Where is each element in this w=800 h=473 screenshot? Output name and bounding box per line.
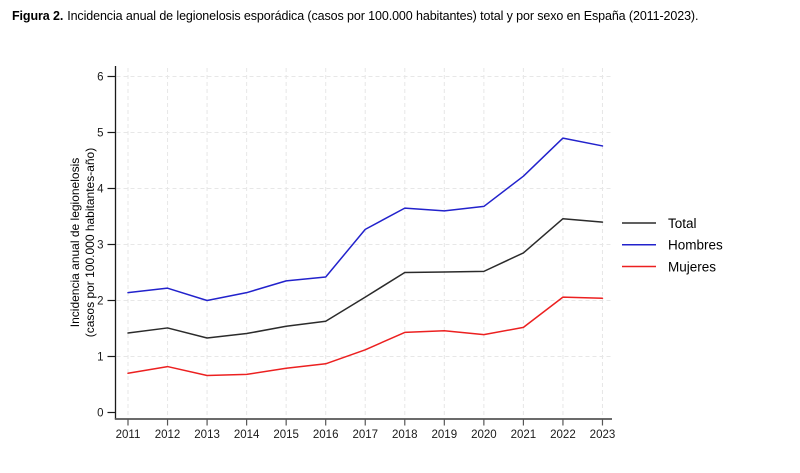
x-tick-label: 2011 <box>116 429 141 441</box>
x-axis-ticks: 2011 2012 2013 2014 2015 2016 2017 2018 2019 2020… <box>116 419 616 441</box>
y-tick-label: 1 <box>97 352 103 364</box>
x-tick-label: 2013 <box>194 429 220 441</box>
y-axis-title-line1: Incidencia anual de legionelosis <box>68 158 82 327</box>
y-tick-label: 0 <box>97 408 103 420</box>
legend-item-hombres: Hombres <box>622 238 723 253</box>
y-axis-title-line2: (casos por 100.000 habitantes-año) <box>83 148 97 337</box>
series-line-mujeres <box>127 296 604 377</box>
y-axis-ticks: 0 1 2 3 4 5 6 <box>97 72 116 420</box>
x-tick-label: 2016 <box>313 429 339 441</box>
y-tick-label: 5 <box>97 128 103 140</box>
figure-caption: Figura 2. Incidencia anual de legionelosi… <box>12 9 788 25</box>
x-tick-label: 2015 <box>273 429 299 441</box>
legend-item-mujeres: Mujeres <box>622 259 716 274</box>
x-tick-label: 2018 <box>392 429 418 441</box>
legend-item-total: Total <box>622 216 697 231</box>
y-tick-label: 4 <box>97 184 104 196</box>
y-tick-label: 2 <box>97 296 103 308</box>
x-tick-label: 2022 <box>550 429 576 441</box>
series-line-total <box>127 217 604 339</box>
x-tick-label: 2017 <box>352 429 378 441</box>
x-tick-label: 2012 <box>155 429 181 441</box>
gridlines <box>116 68 612 418</box>
x-tick-label: 2023 <box>590 429 616 441</box>
y-tick-label: 6 <box>97 72 103 84</box>
legend-label-total: Total <box>668 216 697 231</box>
x-tick-label: 2020 <box>471 429 497 441</box>
series-line-hombres <box>127 137 604 302</box>
figure-caption-text: Incidencia anual de legionelosis esporád… <box>67 9 699 23</box>
y-tick-label: 3 <box>97 240 103 252</box>
x-tick-label: 2021 <box>511 429 537 441</box>
figure-number-label: Figura 2. <box>12 9 64 23</box>
x-tick-label: 2019 <box>432 429 458 441</box>
legend: Total Hombres Mujeres <box>622 216 723 274</box>
x-tick-label: 2014 <box>234 429 260 441</box>
legend-label-hombres: Hombres <box>668 238 723 253</box>
legend-label-mujeres: Mujeres <box>668 259 716 274</box>
